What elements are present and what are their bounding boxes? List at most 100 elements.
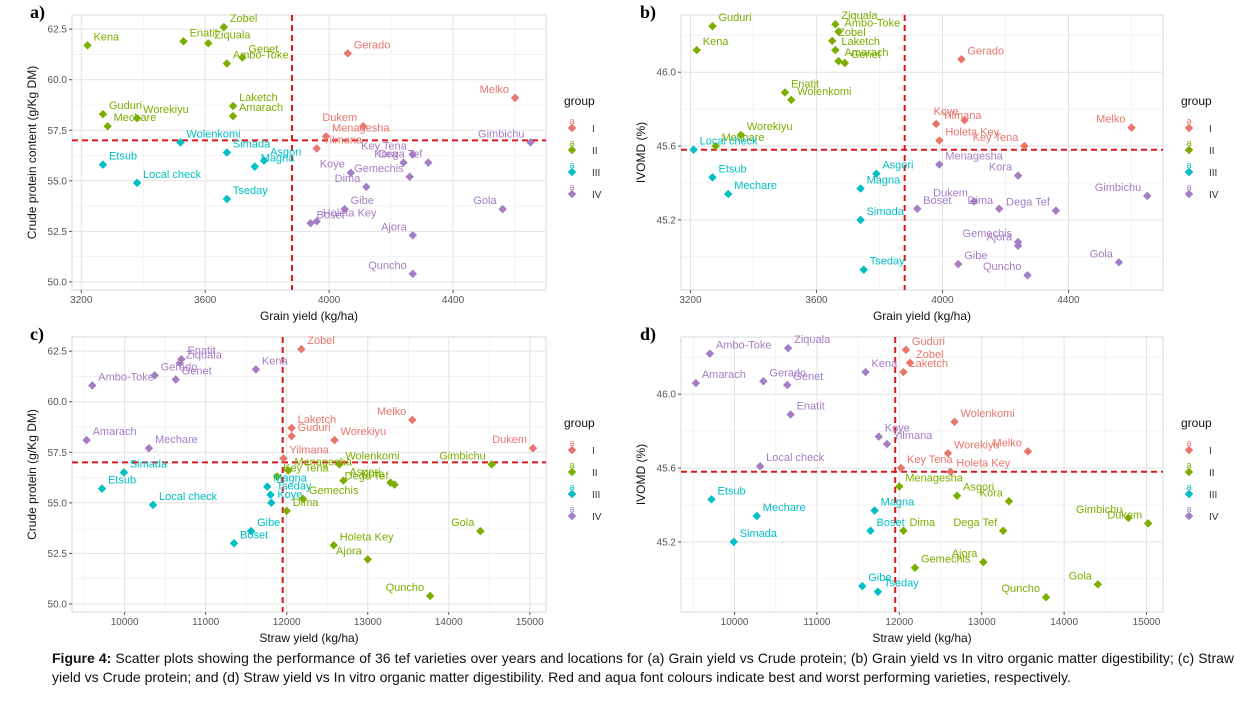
data-label: Quncho — [368, 260, 407, 272]
data-point — [705, 349, 715, 358]
data-point — [222, 59, 232, 68]
data-label: Asgori — [349, 467, 380, 479]
data-label: Worekiyu — [143, 104, 189, 116]
data-point — [408, 269, 418, 279]
data-label: Asgori — [882, 160, 913, 172]
data-point — [340, 204, 349, 214]
y-axis-title: Crude protein (g/Kg DM) — [25, 409, 39, 540]
data-label: Laketch — [298, 414, 337, 426]
tick-label-x: 15000 — [516, 617, 544, 628]
data-label: Mechare — [734, 180, 777, 192]
data-label: Boset — [877, 517, 905, 529]
panel-label: d) — [640, 324, 656, 345]
data-point — [901, 345, 911, 355]
tick-label-y: 50.0 — [48, 277, 68, 288]
legend-key-III — [567, 489, 577, 499]
data-label: Zobel — [916, 349, 944, 361]
data-point — [899, 367, 908, 377]
data-point — [950, 417, 959, 427]
data-label: Mechare — [155, 434, 198, 446]
data-point — [171, 375, 180, 384]
data-label: Laketch — [841, 36, 880, 48]
data-point — [752, 511, 762, 521]
legend-key-glyph: a — [1186, 138, 1191, 148]
legend-label-III: III — [592, 490, 600, 501]
data-label: Zobel — [230, 13, 258, 25]
data-label: Magna — [273, 473, 308, 485]
data-point — [408, 150, 418, 159]
data-point — [282, 506, 291, 516]
data-point — [786, 410, 795, 419]
tick-label-x: 15000 — [1133, 617, 1161, 628]
data-point — [729, 537, 738, 547]
data-label: Magna — [867, 174, 902, 186]
data-point — [176, 138, 185, 147]
data-point — [266, 490, 275, 499]
data-label: Holeta Key — [323, 207, 377, 219]
data-label: Etsub — [717, 485, 745, 497]
legend-key-glyph: a — [569, 438, 574, 448]
data-point — [83, 41, 92, 50]
data-label: Quncho — [983, 261, 1022, 273]
data-label: Dega Tef — [953, 517, 998, 529]
data-label: Local check — [143, 169, 202, 181]
legend-key-glyph: a — [569, 138, 574, 148]
legend-key-IV — [567, 511, 577, 521]
data-label: Melko — [1096, 114, 1125, 126]
data-label: Tseday — [884, 578, 919, 590]
data-point — [528, 443, 538, 453]
data-point — [263, 482, 272, 491]
legend-label-I: I — [592, 446, 595, 457]
data-label: Laketch — [239, 92, 278, 104]
panel-label: c) — [30, 324, 44, 345]
tick-label-y: 60.0 — [48, 397, 68, 408]
tick-label-y: 46.0 — [657, 390, 677, 401]
data-label: Etsub — [719, 163, 747, 175]
tick-label-y: 57.5 — [48, 448, 68, 459]
chart-panel-2: 3200 3600 4000 4400 45.2 45.6 46.0 Grain yield … — [634, 2, 1219, 323]
data-point — [1041, 592, 1051, 602]
legend-key-II — [567, 467, 577, 477]
tick-label-y: 60.0 — [48, 75, 68, 86]
data-point — [148, 500, 158, 510]
data-label: Genet — [248, 43, 278, 55]
plot-area — [680, 14, 1164, 291]
data-point — [874, 432, 883, 441]
x-axis-title: Grain yield (kg/ha) — [260, 309, 358, 323]
legend-label-II: II — [1209, 146, 1215, 157]
tick-label-y: 45.6 — [657, 142, 677, 153]
data-label: Genet — [182, 365, 212, 377]
panel-label: b) — [640, 2, 656, 23]
legend-key-glyph: a — [569, 160, 574, 170]
legend-key-glyph: a — [1186, 504, 1191, 514]
legend-key-glyph: a — [569, 460, 574, 470]
data-point — [408, 415, 417, 425]
tick-label-x: 14000 — [435, 617, 463, 628]
legend-label-I: I — [1209, 446, 1212, 457]
data-point — [859, 265, 868, 274]
data-point — [284, 466, 293, 475]
chart-panel-1: 3200 3600 4000 4400 50.0 52.5 55.0 57.5 60.0 62.5… — [25, 2, 602, 323]
data-point — [691, 378, 701, 388]
data-label: Amarach — [93, 426, 137, 438]
tick-label-y: 46.0 — [657, 68, 677, 79]
data-point — [866, 526, 875, 536]
data-label: Gimbichu — [1095, 182, 1141, 194]
data-label: Gola — [1069, 570, 1093, 582]
data-label: Worekiyu — [341, 426, 387, 438]
data-point — [953, 259, 963, 269]
data-label: Gemechis — [309, 485, 359, 497]
data-label: Wolenkomi — [186, 128, 240, 140]
data-point — [943, 449, 953, 458]
tick-label-x: 12000 — [273, 617, 301, 628]
data-label: Key Tena — [973, 132, 1020, 144]
data-label: Simada — [233, 139, 271, 151]
legend-key-glyph: a — [1186, 460, 1191, 470]
data-point — [952, 491, 962, 500]
data-point — [1004, 497, 1014, 506]
data-label: Boset — [240, 529, 268, 541]
tick-label-x: 11000 — [192, 617, 220, 628]
data-label: Gerado — [354, 39, 391, 51]
data-point — [330, 435, 339, 445]
data-point — [98, 109, 108, 119]
